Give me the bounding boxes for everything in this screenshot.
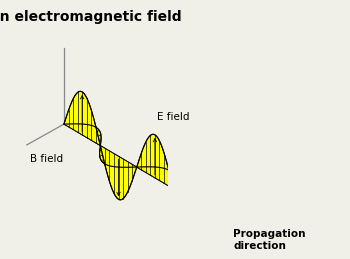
Polygon shape: [100, 146, 137, 200]
Polygon shape: [137, 134, 173, 189]
Polygon shape: [137, 167, 174, 189]
Polygon shape: [99, 146, 137, 167]
Polygon shape: [64, 91, 100, 146]
Polygon shape: [172, 189, 209, 210]
Text: An electromagnetic field: An electromagnetic field: [0, 10, 182, 24]
Text: E field: E field: [156, 112, 189, 122]
Polygon shape: [173, 189, 209, 243]
Text: Propagation
direction: Propagation direction: [233, 229, 306, 251]
Polygon shape: [64, 124, 101, 146]
Text: B field: B field: [30, 154, 63, 164]
